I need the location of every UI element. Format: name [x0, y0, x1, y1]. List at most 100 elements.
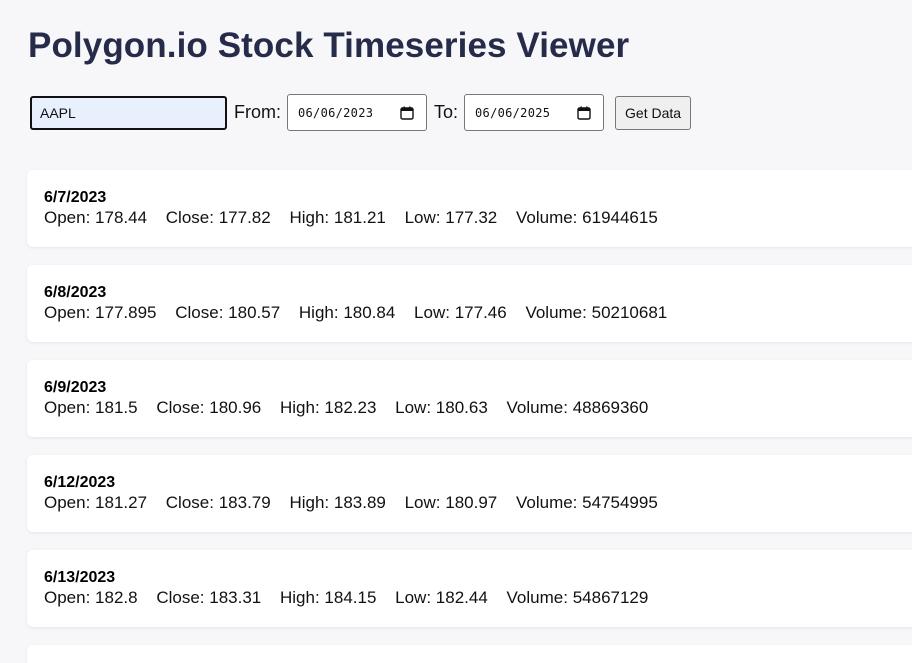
close-label: Close:	[156, 398, 205, 417]
close-stat: Close: 183.31	[156, 588, 261, 607]
close-value: 180.57	[228, 303, 281, 322]
high-stat: High: 180.84	[299, 303, 395, 322]
result-date: 6/7/2023	[44, 189, 107, 206]
low-label: Low:	[404, 493, 441, 512]
volume-value: 50210681	[591, 303, 668, 322]
close-label: Close:	[165, 208, 214, 227]
volume-value: 54754995	[582, 493, 658, 512]
high-value: 184.15	[324, 588, 377, 607]
open-stat: Open: 177.895	[44, 303, 157, 322]
open-stat: Open: 178.44	[44, 208, 147, 227]
volume-stat: Volume: 48869360	[507, 398, 649, 417]
open-value: 181.5	[95, 398, 138, 417]
high-label: High:	[298, 303, 339, 322]
volume-value: 54867129	[572, 588, 649, 607]
low-stat: Low: 182.44	[395, 588, 488, 607]
volume-stat: Volume: 54867129	[507, 588, 649, 607]
volume-label: Volume:	[506, 398, 568, 417]
low-label: Low:	[414, 303, 450, 322]
low-label: Low:	[395, 588, 432, 607]
from-date-value: 06/06/2023	[298, 105, 374, 120]
to-date-value: 06/06/2025	[475, 105, 551, 120]
close-label: Close:	[175, 303, 224, 322]
result-card: 6/13/2023 Open: 182.8 Close: 183.31 High…	[27, 550, 912, 627]
low-value: 182.44	[435, 588, 488, 607]
high-value: 183.89	[333, 493, 386, 512]
to-date-input[interactable]: 06/06/2025	[464, 94, 605, 131]
high-stat: High: 183.89	[289, 493, 385, 512]
volume-stat: Volume: 50210681	[525, 303, 667, 322]
low-value: 180.63	[435, 398, 488, 417]
low-stat: Low: 177.32	[405, 208, 498, 227]
high-value: 181.21	[333, 208, 386, 227]
volume-label: Volume:	[515, 493, 578, 512]
result-date: 6/12/2023	[44, 474, 116, 491]
close-value: 183.31	[209, 588, 262, 607]
result-stats: Open: 182.8 Close: 183.31 High: 184.15 L…	[44, 587, 912, 608]
close-stat: Close: 180.96	[156, 398, 261, 417]
result-stats: Open: 177.895 Close: 180.57 High: 180.84…	[44, 302, 912, 323]
close-label: Close:	[156, 588, 205, 607]
open-value: 177.895	[95, 303, 157, 322]
high-stat: High: 182.23	[280, 398, 376, 417]
open-value: 181.27	[95, 493, 148, 512]
close-value: 183.79	[218, 493, 271, 512]
result-stats: Open: 178.44 Close: 177.82 High: 181.21 …	[44, 207, 912, 228]
close-label: Close:	[165, 493, 214, 512]
result-card: 6/7/2023 Open: 178.44 Close: 177.82 High…	[27, 170, 912, 247]
result-card: 6/12/2023 Open: 181.27 Close: 183.79 Hig…	[27, 455, 912, 532]
open-stat: Open: 181.27	[44, 493, 147, 512]
results-list: 6/7/2023 Open: 178.44 Close: 177.82 High…	[27, 170, 912, 663]
result-stats: Open: 181.5 Close: 180.96 High: 182.23 L…	[44, 397, 912, 418]
result-date: 6/8/2023	[44, 284, 107, 301]
open-value: 178.44	[95, 208, 148, 227]
low-label: Low:	[395, 398, 432, 417]
open-stat: Open: 181.5	[44, 398, 138, 417]
high-label: High:	[289, 208, 330, 227]
result-stats: Open: 181.27 Close: 183.79 High: 183.89 …	[44, 492, 912, 513]
high-label: High:	[279, 588, 320, 607]
close-stat: Close: 183.79	[166, 493, 271, 512]
volume-label: Volume:	[515, 208, 578, 227]
close-stat: Close: 180.57	[175, 303, 280, 322]
calendar-icon[interactable]	[400, 106, 414, 120]
open-label: Open:	[44, 208, 91, 227]
ticker-input[interactable]	[30, 95, 227, 130]
volume-value: 61944615	[582, 208, 658, 227]
low-value: 180.97	[445, 493, 498, 512]
open-stat: Open: 182.8	[44, 588, 138, 607]
open-label: Open:	[44, 398, 91, 417]
get-data-button[interactable]: Get Data	[615, 95, 692, 130]
from-date-input[interactable]: 06/06/2023	[287, 94, 427, 131]
low-value: 177.32	[445, 208, 498, 227]
high-stat: High: 181.21	[289, 208, 385, 227]
close-value: 177.82	[218, 208, 271, 227]
low-stat: Low: 180.63	[395, 398, 488, 417]
high-stat: High: 184.15	[280, 588, 376, 607]
from-label: From:	[234, 102, 281, 122]
high-value: 182.23	[324, 398, 377, 417]
open-label: Open:	[44, 588, 91, 607]
result-card-partial	[27, 645, 912, 663]
page-title: Polygon.io Stock Timeseries Viewer	[28, 26, 630, 65]
high-value: 180.84	[343, 303, 396, 322]
low-stat: Low: 180.97	[405, 493, 498, 512]
result-card: 6/9/2023 Open: 181.5 Close: 180.96 High:…	[27, 360, 912, 437]
low-stat: Low: 177.46	[414, 303, 507, 322]
calendar-icon[interactable]	[577, 106, 591, 120]
volume-stat: Volume: 61944615	[516, 208, 658, 227]
open-value: 182.8	[95, 588, 138, 607]
result-date: 6/13/2023	[44, 569, 116, 586]
close-stat: Close: 177.82	[166, 208, 271, 227]
low-label: Low:	[404, 208, 441, 227]
close-value: 180.96	[209, 398, 262, 417]
volume-label: Volume:	[525, 303, 587, 322]
volume-value: 48869360	[572, 398, 649, 417]
to-label: To:	[434, 102, 459, 122]
low-value: 177.46	[454, 303, 507, 322]
volume-label: Volume:	[506, 588, 568, 607]
result-card: 6/8/2023 Open: 177.895 Close: 180.57 Hig…	[27, 265, 912, 342]
open-label: Open:	[44, 303, 91, 322]
high-label: High:	[289, 493, 330, 512]
